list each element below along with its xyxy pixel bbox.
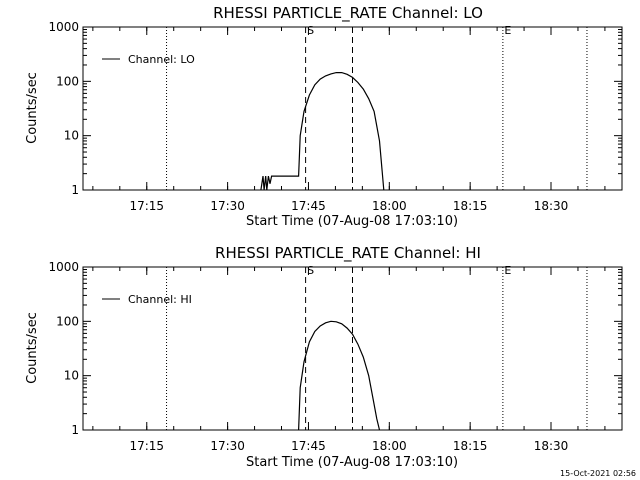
x-tick-label-hi: 17:45 [291,439,326,453]
series-line-lo [260,71,385,191]
legend-label-hi: Channel: HI [128,293,192,306]
x-tick-label-lo: 18:30 [534,199,569,213]
series-line-hi [298,320,381,431]
x-tick-label-hi: 18:15 [453,439,488,453]
generation-timestamp: 15-Oct-2021 02:56 [560,469,636,478]
marker-label-s-hi: S [307,264,314,277]
y-tick-label-lo: 1000 [48,20,79,34]
x-tick-label-lo: 17:15 [129,199,164,213]
x-tick-label-lo: 18:00 [372,199,407,213]
x-tick-label-lo: 17:30 [210,199,245,213]
panel-lo: RHESSI PARTICLE_RATE Channel: LO Start T… [25,4,623,229]
x-axis-label-hi: Start Time (07-Aug-08 17:03:10) [246,455,458,470]
x-tick-label-hi: 17:15 [129,439,164,453]
x-tick-label-lo: 17:45 [291,199,326,213]
marker-label-e-lo: E [504,24,511,37]
marker-label-s-lo: S [307,24,314,37]
y-tick-label-hi: 100 [56,314,79,328]
x-tick-label-hi: 18:30 [534,439,569,453]
y-tick-label-lo: 100 [56,74,79,88]
y-tick-label-lo: 1 [71,183,79,197]
chart-title-lo: RHESSI PARTICLE_RATE Channel: LO [213,4,483,23]
panel-hi: RHESSI PARTICLE_RATE Channel: HI Start T… [25,244,623,470]
marker-label-e-hi: E [504,264,511,277]
y-tick-label-lo: 10 [64,129,79,143]
x-tick-label-lo: 18:15 [453,199,488,213]
y-tick-label-hi: 1000 [48,260,79,274]
chart-title-hi: RHESSI PARTICLE_RATE Channel: HI [215,244,481,263]
y-tick-label-hi: 1 [71,423,79,437]
x-axis-label-lo: Start Time (07-Aug-08 17:03:10) [246,214,458,229]
legend-label-lo: Channel: LO [128,53,195,66]
x-tick-label-hi: 17:30 [210,439,245,453]
y-axis-label-hi: Counts/sec [25,312,40,384]
x-tick-label-hi: 18:00 [372,439,407,453]
y-tick-label-hi: 10 [64,369,79,383]
y-axis-label-lo: Counts/sec [25,72,40,144]
